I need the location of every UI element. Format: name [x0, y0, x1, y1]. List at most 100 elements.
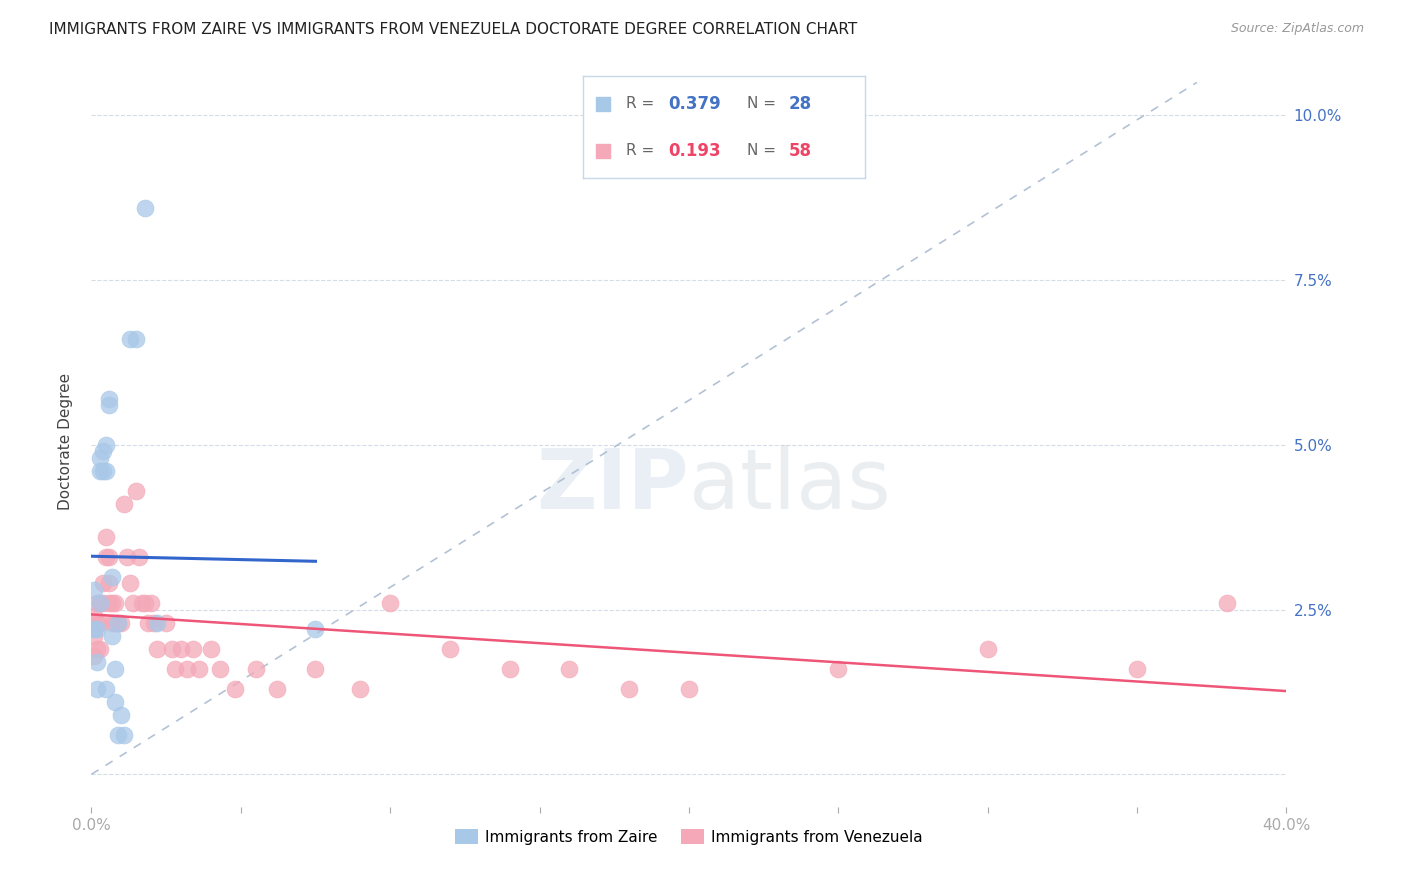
Point	[146, 642, 169, 657]
Point	[98, 576, 121, 591]
Text: N =: N =	[747, 96, 780, 111]
Point	[96, 681, 118, 696]
Point	[98, 596, 121, 610]
Point	[188, 662, 211, 676]
Point	[104, 615, 127, 630]
Point	[89, 642, 111, 657]
Point	[93, 444, 115, 458]
Point	[128, 549, 150, 564]
Text: Source: ZipAtlas.com: Source: ZipAtlas.com	[1230, 22, 1364, 36]
Point	[83, 609, 105, 624]
Point	[155, 615, 177, 630]
Point	[115, 549, 138, 564]
Point	[83, 582, 105, 597]
Text: IMMIGRANTS FROM ZAIRE VS IMMIGRANTS FROM VENEZUELA DOCTORATE DEGREE CORRELATION : IMMIGRANTS FROM ZAIRE VS IMMIGRANTS FROM…	[49, 22, 858, 37]
Text: N =: N =	[747, 144, 780, 158]
Point	[89, 464, 111, 478]
Point	[976, 642, 998, 657]
Point	[163, 662, 186, 676]
Point	[245, 662, 267, 676]
Point	[160, 642, 183, 657]
Point	[86, 681, 108, 696]
Point	[125, 332, 148, 346]
Point	[131, 596, 153, 610]
Point	[83, 648, 105, 663]
Point	[83, 629, 105, 643]
Point	[200, 642, 222, 657]
Point	[89, 596, 111, 610]
Point	[86, 596, 108, 610]
Point	[101, 629, 124, 643]
Point	[89, 450, 111, 465]
Text: ZIP: ZIP	[537, 445, 689, 526]
Point	[104, 662, 127, 676]
Point	[86, 623, 108, 637]
Point	[208, 662, 231, 676]
Point	[93, 464, 115, 478]
Point	[120, 332, 142, 346]
Point	[558, 662, 581, 676]
Point	[101, 596, 124, 610]
Text: R =: R =	[626, 144, 659, 158]
Point	[112, 497, 135, 511]
Text: 0.379: 0.379	[668, 95, 721, 112]
Point	[98, 398, 121, 412]
Point	[107, 728, 129, 742]
Point	[89, 615, 111, 630]
Point	[96, 438, 118, 452]
Point	[181, 642, 204, 657]
Point	[120, 576, 142, 591]
Point	[136, 615, 159, 630]
Point	[122, 596, 145, 610]
Point	[86, 655, 108, 669]
Point	[146, 615, 169, 630]
Point	[96, 530, 118, 544]
Text: R =: R =	[626, 96, 659, 111]
Point	[592, 144, 614, 158]
Point	[104, 596, 127, 610]
Point	[224, 681, 246, 696]
Point	[107, 615, 129, 630]
Point	[1126, 662, 1149, 676]
Point	[380, 596, 402, 610]
Text: 28: 28	[789, 95, 811, 112]
Text: atlas: atlas	[689, 445, 890, 526]
Point	[304, 662, 326, 676]
Point	[83, 623, 105, 637]
Point	[112, 728, 135, 742]
Text: 58: 58	[789, 142, 811, 160]
Point	[93, 596, 115, 610]
Point	[101, 615, 124, 630]
Point	[86, 642, 108, 657]
Point	[98, 392, 121, 406]
Point	[134, 201, 156, 215]
Point	[110, 615, 132, 630]
Point	[304, 623, 326, 637]
Point	[619, 681, 641, 696]
Point	[170, 642, 193, 657]
Point	[827, 662, 849, 676]
Point	[96, 464, 118, 478]
Y-axis label: Doctorate Degree: Doctorate Degree	[58, 373, 73, 510]
Text: 0.193: 0.193	[668, 142, 720, 160]
Point	[96, 549, 118, 564]
Point	[89, 596, 111, 610]
Point	[86, 615, 108, 630]
Point	[678, 681, 700, 696]
Point	[176, 662, 198, 676]
Point	[439, 642, 461, 657]
Point	[143, 615, 166, 630]
Point	[592, 96, 614, 111]
Point	[93, 576, 115, 591]
Point	[1216, 596, 1239, 610]
Point	[125, 483, 148, 498]
Point	[107, 615, 129, 630]
Point	[141, 596, 163, 610]
Point	[349, 681, 371, 696]
Point	[266, 681, 288, 696]
Point	[104, 695, 127, 709]
Point	[110, 708, 132, 723]
Point	[98, 549, 121, 564]
Point	[499, 662, 522, 676]
Point	[134, 596, 156, 610]
